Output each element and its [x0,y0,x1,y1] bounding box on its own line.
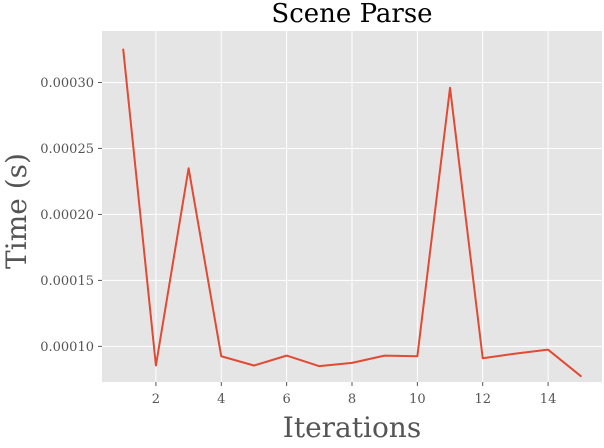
x-gridlines [155,31,549,382]
x-tick-label: 10 [409,392,426,407]
x-tick-label: 4 [217,392,225,407]
x-axis-label: Iterations [283,411,421,444]
y-axis-ticks: 0.00010 0.00015 0.00020 0.00025 0.00030 [40,76,102,355]
x-axis-ticks: 2 4 6 8 10 12 14 [152,382,557,407]
y-axis-label: Time (s) [0,153,33,269]
x-tick-label: 6 [282,392,290,407]
x-tick-label: 12 [474,392,491,407]
x-tick-label: 8 [348,392,356,407]
x-tick-label: 14 [540,392,557,407]
y-tick-label: 0.00030 [40,76,94,91]
y-tick-label: 0.00010 [40,340,94,355]
series-line [122,48,582,378]
series-layer [122,48,582,378]
chart-title: Scene Parse [271,0,432,29]
y-tick-label: 0.00025 [40,142,94,157]
x-tick-label: 2 [152,392,160,407]
y-tick-label: 0.00020 [40,208,94,223]
y-gridlines [102,81,602,347]
y-tick-label: 0.00015 [40,274,94,289]
